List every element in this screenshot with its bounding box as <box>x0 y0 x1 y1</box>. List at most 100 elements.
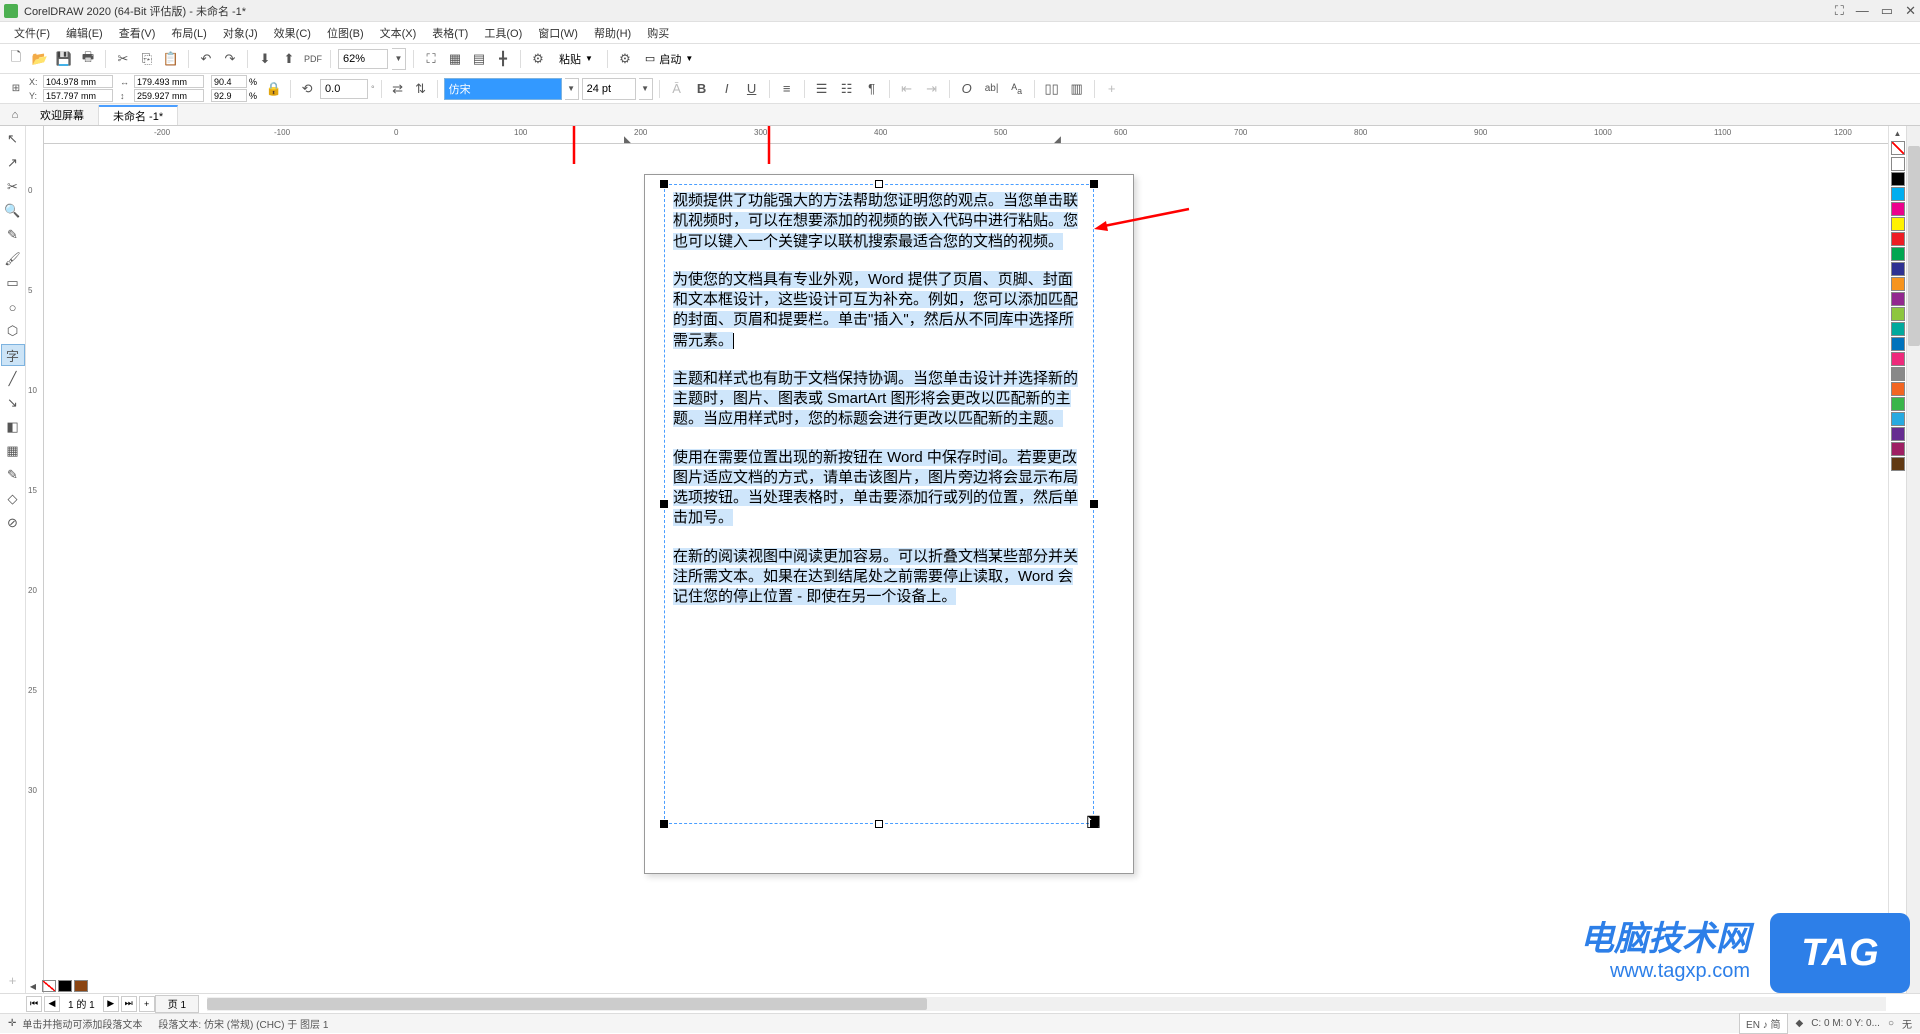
expand-icon[interactable]: ⛶ <box>1835 3 1844 19</box>
color-swatch[interactable] <box>58 980 72 992</box>
shadow-tool-icon[interactable]: ◧ <box>1 416 25 438</box>
add-tool-icon[interactable]: + <box>1 969 25 991</box>
color-swatch[interactable] <box>1891 172 1905 186</box>
selection-handle-bm[interactable] <box>875 820 883 828</box>
options-icon[interactable]: ⚙ <box>528 49 548 69</box>
color-swatch[interactable] <box>1891 217 1905 231</box>
text-frame-icon[interactable]: ▥ <box>1066 78 1088 100</box>
snap-icon[interactable]: ▦ <box>445 49 465 69</box>
fullscreen-icon[interactable]: ⛶ <box>421 49 441 69</box>
indent-dec-icon[interactable]: ⇤ <box>896 78 918 100</box>
color-swatch[interactable] <box>1891 427 1905 441</box>
pick-tool-icon[interactable]: ↖ <box>1 128 25 150</box>
indent-inc-icon[interactable]: ⇥ <box>921 78 943 100</box>
numbered-list-icon[interactable]: ☷ <box>836 78 858 100</box>
cut-icon[interactable]: ✂ <box>113 49 133 69</box>
menu-layout[interactable]: 布局(L) <box>163 25 214 41</box>
tab-document[interactable]: 未命名 -1* <box>99 105 178 125</box>
menu-effects[interactable]: 效果(C) <box>266 25 319 41</box>
import-icon[interactable]: ⬇ <box>255 49 275 69</box>
color-swatch[interactable] <box>1891 322 1905 336</box>
mirror-h-icon[interactable]: ⇄ <box>388 79 408 99</box>
color-swatch[interactable] <box>1891 157 1905 171</box>
export-icon[interactable]: ⬆ <box>279 49 299 69</box>
color-swatch[interactable] <box>1891 232 1905 246</box>
save-icon[interactable]: 💾 <box>54 49 74 69</box>
new-icon[interactable]: 🗋 <box>6 49 26 69</box>
close-icon[interactable]: ✕ <box>1905 3 1916 19</box>
page-tab[interactable]: 页 1 <box>155 995 199 1013</box>
bullet-list-icon[interactable]: ☰ <box>811 78 833 100</box>
last-page-icon[interactable]: ⏭ <box>121 996 137 1012</box>
font-dropdown[interactable]: ▼ <box>565 78 579 100</box>
color-none[interactable] <box>1891 141 1905 155</box>
menu-table[interactable]: 表格(T) <box>424 25 476 41</box>
color-swatch[interactable] <box>1891 337 1905 351</box>
selection-handle-bl[interactable] <box>660 820 668 828</box>
menu-text[interactable]: 文本(X) <box>372 25 425 41</box>
menu-view[interactable]: 查看(V) <box>111 25 164 41</box>
zoom-dropdown[interactable]: ▼ <box>392 48 406 70</box>
selection-handle-tl[interactable] <box>660 180 668 188</box>
menu-object[interactable]: 对象(J) <box>215 25 266 41</box>
text-edit-icon[interactable]: ab| <box>981 78 1003 100</box>
color-swatch[interactable] <box>1891 307 1905 321</box>
palette-left-icon[interactable]: ◀ <box>26 980 40 992</box>
parallel-tool-icon[interactable]: ╱ <box>1 368 25 390</box>
color-swatch[interactable] <box>1891 262 1905 276</box>
language-indicator[interactable]: EN ♪ 简 <box>1739 1013 1787 1034</box>
menu-tools[interactable]: 工具(O) <box>476 25 530 41</box>
text-props-icon[interactable]: ᴬₐ <box>1006 78 1028 100</box>
color-swatch[interactable] <box>1891 412 1905 426</box>
font-name-combo[interactable]: 仿宋 <box>444 78 562 100</box>
font-size-combo[interactable]: 24 pt <box>582 78 636 100</box>
color-none-swatch[interactable] <box>42 980 56 992</box>
scale-w-input[interactable] <box>211 75 247 88</box>
redo-icon[interactable]: ↷ <box>220 49 240 69</box>
menu-window[interactable]: 窗口(W) <box>530 25 586 41</box>
color-swatch[interactable] <box>1891 367 1905 381</box>
rotation-input[interactable] <box>320 79 368 99</box>
scrollbar-vertical[interactable] <box>1906 126 1920 993</box>
shape-tool-icon[interactable]: ↗ <box>1 152 25 174</box>
scroll-thumb[interactable] <box>207 998 927 1010</box>
menu-bitmap[interactable]: 位图(B) <box>319 25 372 41</box>
eyedropper-tool-icon[interactable]: ✎ <box>1 464 25 486</box>
x-input[interactable] <box>43 75 113 88</box>
color-swatch[interactable] <box>1891 352 1905 366</box>
canvas-inner[interactable]: ⬔ 视频提供了功能强大的方法帮助您证明您的观点。当您单击联机视频时，可以在想要添… <box>44 144 1920 993</box>
artistic-tool-icon[interactable]: 🖌 <box>1 248 25 270</box>
text-overflow-icon[interactable]: ⬔ <box>1086 811 1101 831</box>
prev-page-icon[interactable]: ◀ <box>44 996 60 1012</box>
columns-icon[interactable]: ▯▯ <box>1041 78 1063 100</box>
scrollbar-horizontal[interactable] <box>207 997 1886 1011</box>
crop-tool-icon[interactable]: ✂ <box>1 176 25 198</box>
polygon-tool-icon[interactable]: ⬡ <box>1 320 25 342</box>
zoom-tool-icon[interactable]: 🔍 <box>1 200 25 222</box>
italic-button[interactable]: I <box>716 78 738 100</box>
menu-edit[interactable]: 编辑(E) <box>58 25 111 41</box>
ellipse-tool-icon[interactable]: ○ <box>1 296 25 318</box>
color-swatch[interactable] <box>1891 382 1905 396</box>
underline-button[interactable]: U <box>741 78 763 100</box>
color-swatch[interactable] <box>1891 457 1905 471</box>
undo-icon[interactable]: ↶ <box>196 49 216 69</box>
tab-welcome[interactable]: 欢迎屏幕 <box>26 105 99 125</box>
color-swatch[interactable] <box>1891 397 1905 411</box>
paragraph-text[interactable]: 视频提供了功能强大的方法帮助您证明您的观点。当您单击联机视频时，可以在想要添加的… <box>665 185 1093 631</box>
fill-tool-icon[interactable]: ◇ <box>1 488 25 510</box>
selection-handle-ml[interactable] <box>660 500 668 508</box>
scroll-thumb[interactable] <box>1908 146 1920 346</box>
home-icon[interactable]: ⌂ <box>4 105 26 125</box>
opentype-icon[interactable]: O <box>956 78 978 100</box>
color-swatch[interactable] <box>1891 247 1905 261</box>
rectangle-tool-icon[interactable]: ▭ <box>1 272 25 294</box>
print-icon[interactable]: 🖶 <box>78 49 98 69</box>
selection-handle-mr[interactable] <box>1090 500 1098 508</box>
text-tool-icon[interactable]: 字 <box>1 344 25 366</box>
color-swatch[interactable] <box>1891 202 1905 216</box>
y-input[interactable] <box>43 89 113 102</box>
connector-tool-icon[interactable]: ↘ <box>1 392 25 414</box>
height-input[interactable] <box>134 89 204 102</box>
freehand-tool-icon[interactable]: ✎ <box>1 224 25 246</box>
